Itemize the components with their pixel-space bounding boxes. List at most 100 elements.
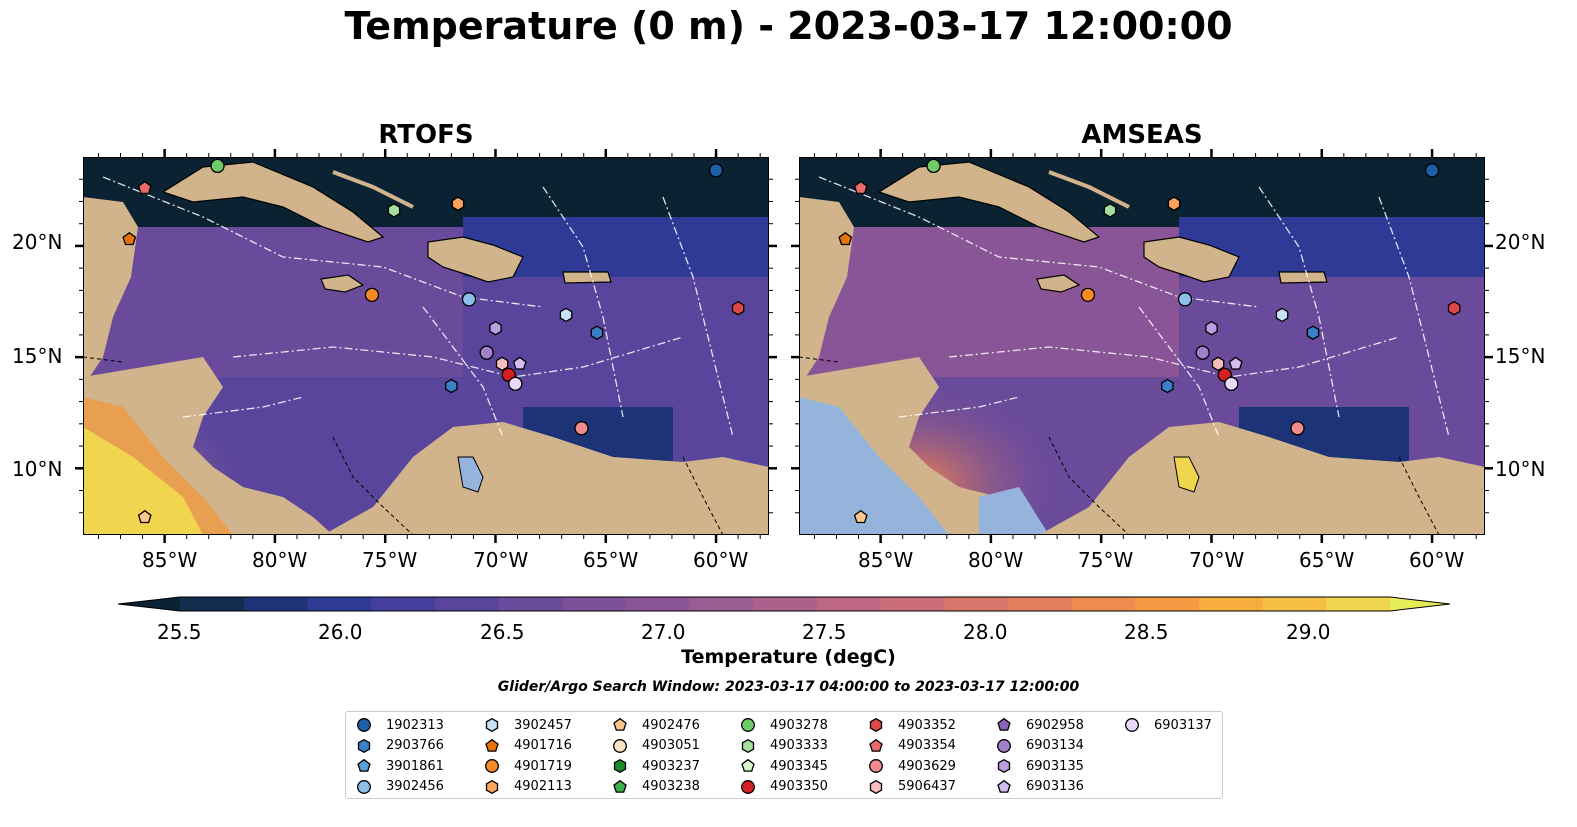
legend-item-2903766: 2903766 xyxy=(356,736,444,756)
circle-marker-icon xyxy=(485,759,499,773)
float-marker-4903278[interactable] xyxy=(926,158,941,174)
legend-label: 4903238 xyxy=(642,779,700,794)
legend-marker-icon xyxy=(741,718,755,732)
colorbar-segment xyxy=(1326,597,1391,611)
colorbar xyxy=(117,596,1451,612)
colorbar-tick: 25.5 xyxy=(157,620,202,644)
float-marker-6903134[interactable] xyxy=(479,345,494,360)
float-marker-4903629[interactable] xyxy=(1290,421,1305,436)
circle-marker-icon xyxy=(997,738,1011,753)
legend-item-6902958: 6902958 xyxy=(996,715,1084,735)
float-marker-4902476[interactable] xyxy=(137,509,152,524)
pentagon-marker-icon xyxy=(357,758,371,772)
float-marker-2903766[interactable] xyxy=(1161,378,1174,394)
legend-marker-icon xyxy=(613,738,627,753)
legend-item-4903629: 4903629 xyxy=(868,756,956,776)
float-marker-2903766[interactable] xyxy=(1306,325,1320,340)
legend-item-4903333: 4903333 xyxy=(740,736,828,756)
legend-marker-icon xyxy=(741,758,755,772)
float-marker-1902313[interactable] xyxy=(1424,163,1440,178)
colorbar-segment xyxy=(1262,597,1327,611)
legend-marker-icon xyxy=(741,779,755,794)
legend-label: 6903137 xyxy=(1154,717,1212,733)
float-marker-6903137[interactable] xyxy=(508,376,523,391)
colorbar-segment xyxy=(1135,597,1200,611)
float-marker-6903135[interactable] xyxy=(489,320,502,336)
legend-label: 4902476 xyxy=(642,717,700,733)
map-rtofs[interactable] xyxy=(83,157,769,535)
legend-item-3902457: 3902457 xyxy=(484,715,572,735)
float-marker-6903136[interactable] xyxy=(512,356,527,370)
colorbar-extend-high xyxy=(1390,597,1450,611)
lat-tick-label: 20°N xyxy=(1495,230,1546,254)
float-marker-3902457[interactable] xyxy=(559,307,573,323)
pentagon-marker-icon xyxy=(869,738,883,752)
colorbar-segment xyxy=(243,597,308,611)
colorbar-tick: 27.0 xyxy=(641,620,686,644)
float-marker-3902457[interactable] xyxy=(1275,307,1289,323)
legend-marker-icon xyxy=(869,779,883,794)
legend-item-4901716: 4901716 xyxy=(484,736,572,756)
map-amseas[interactable] xyxy=(799,157,1485,535)
float-marker-4903352[interactable] xyxy=(1447,300,1461,316)
float-marker-5906437[interactable] xyxy=(495,356,509,372)
lon-tick-label: 80°W xyxy=(968,548,1024,572)
float-marker-4902476[interactable] xyxy=(853,509,868,524)
lon-tick-label: 70°W xyxy=(473,548,529,572)
legend-label: 3902456 xyxy=(386,779,444,794)
float-marker-3902456[interactable] xyxy=(1177,292,1193,307)
legend-item-4903278: 4903278 xyxy=(740,715,828,735)
float-marker-6903135[interactable] xyxy=(1205,320,1218,336)
float-marker-4901719[interactable] xyxy=(364,287,380,303)
legend-marker-icon xyxy=(485,779,499,794)
legend-label: 6903136 xyxy=(1026,779,1084,794)
float-marker-4903354[interactable] xyxy=(137,180,152,195)
legend-marker-icon xyxy=(869,717,883,733)
float-marker-4903354[interactable] xyxy=(853,180,868,195)
circle-marker-icon xyxy=(357,779,371,794)
float-marker-2903766[interactable] xyxy=(445,378,458,394)
legend-label: 4903354 xyxy=(898,738,956,753)
float-marker-4903278[interactable] xyxy=(210,158,225,174)
float-marker-4901716[interactable] xyxy=(122,231,137,246)
legend-label: 5906437 xyxy=(898,779,956,794)
legend-marker-icon xyxy=(485,738,499,752)
float-marker-4903333[interactable] xyxy=(1103,203,1117,218)
lat-tick-label: 15°N xyxy=(1495,344,1546,368)
legend-item-6903135: 6903135 xyxy=(996,756,1084,776)
float-marker-4903352[interactable] xyxy=(731,300,745,316)
hexagon-marker-icon xyxy=(485,779,499,794)
legend-label: 4903350 xyxy=(770,779,828,794)
pentagon-marker-icon xyxy=(613,779,627,793)
hexagon-marker-icon xyxy=(357,738,371,753)
lat-tick-label: 10°N xyxy=(1495,457,1546,481)
float-marker-6903137[interactable] xyxy=(1224,376,1239,391)
float-marker-4902113[interactable] xyxy=(451,196,465,211)
float-marker-1902313[interactable] xyxy=(708,163,724,178)
pentagon-marker-icon xyxy=(997,779,1011,793)
float-marker-3902456[interactable] xyxy=(461,292,477,307)
colorbar-tick: 28.5 xyxy=(1124,620,1169,644)
legend-marker-icon xyxy=(357,758,371,772)
legend-item-6903137: 6903137 xyxy=(1124,715,1212,735)
colorbar-extend-low xyxy=(118,597,180,611)
colorbar-segment xyxy=(880,597,945,611)
colorbar-segment xyxy=(944,597,1009,611)
float-marker-6903134[interactable] xyxy=(1195,345,1210,360)
panel-title-rtofs: RTOFS xyxy=(378,120,474,150)
legend-item-6903134: 6903134 xyxy=(996,736,1084,756)
float-marker-4901719[interactable] xyxy=(1080,287,1096,303)
colorbar-tick: 27.5 xyxy=(802,620,847,644)
float-marker-4901716[interactable] xyxy=(838,231,853,246)
float-marker-2903766[interactable] xyxy=(590,325,604,340)
legend-marker-icon xyxy=(485,759,499,773)
float-marker-5906437[interactable] xyxy=(1211,356,1225,372)
legend-label: 3901861 xyxy=(386,758,444,774)
float-marker-6903136[interactable] xyxy=(1228,356,1243,370)
float-marker-4903333[interactable] xyxy=(387,203,401,218)
float-marker-4903629[interactable] xyxy=(574,421,589,436)
legend-label: 4903345 xyxy=(770,758,828,774)
legend: 1902313 2903766 3901861 3902456 3902457 49017… xyxy=(345,711,1223,799)
float-marker-4902113[interactable] xyxy=(1167,196,1181,211)
colorbar-segment xyxy=(562,597,627,611)
